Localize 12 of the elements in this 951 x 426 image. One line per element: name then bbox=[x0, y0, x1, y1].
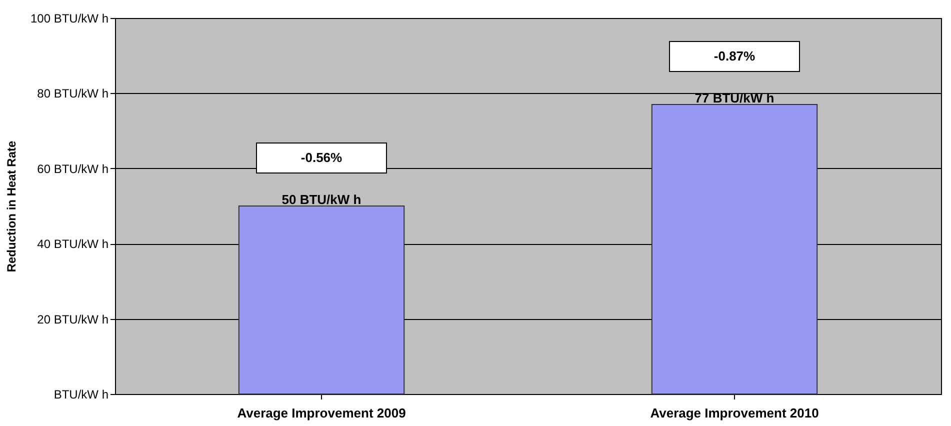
data-label: 50 BTU/kW h bbox=[282, 192, 362, 207]
x-tick-label: Average Improvement 2010 bbox=[650, 406, 819, 420]
y-tick-label: 80 BTU/kW h bbox=[37, 86, 108, 101]
x-tick-label: Average Improvement 2009 bbox=[237, 406, 406, 420]
y-tick-label: 60 BTU/kW h bbox=[37, 162, 108, 176]
y-tick-label: 20 BTU/kW h bbox=[37, 312, 108, 326]
annotation: -0.87% bbox=[714, 48, 756, 64]
y-tick-label: BTU/kW h bbox=[54, 388, 108, 402]
annotation: -0.56% bbox=[300, 150, 343, 165]
y-tick-label: 40 BTU/kW h bbox=[37, 237, 108, 252]
y-axis-title: Reduction in Heat Rate bbox=[4, 140, 18, 272]
y-tick-label: 100 BTU/kW h bbox=[30, 12, 108, 26]
